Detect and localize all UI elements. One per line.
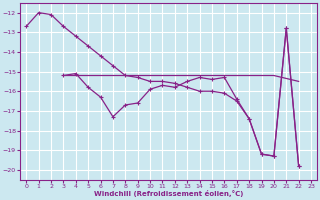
X-axis label: Windchill (Refroidissement éolien,°C): Windchill (Refroidissement éolien,°C) [94,190,243,197]
